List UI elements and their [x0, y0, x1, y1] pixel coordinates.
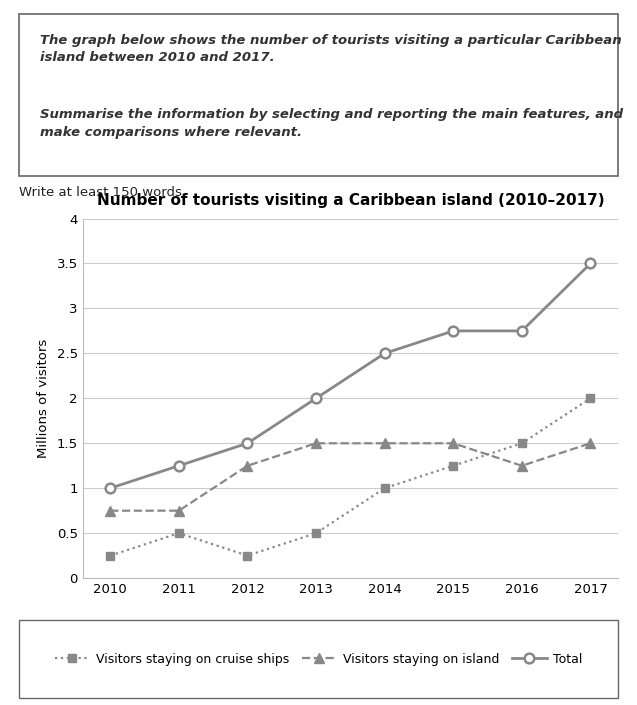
Legend: Visitors staying on cruise ships, Visitors staying on island, Total: Visitors staying on cruise ships, Visito… [50, 648, 587, 670]
FancyBboxPatch shape [19, 620, 618, 698]
Y-axis label: Millions of visitors: Millions of visitors [37, 338, 50, 458]
Text: Summarise the information by selecting and reporting the main features, and
make: Summarise the information by selecting a… [40, 108, 623, 139]
FancyBboxPatch shape [19, 14, 618, 176]
Text: Write at least 150 words.: Write at least 150 words. [19, 185, 186, 199]
Text: The graph below shows the number of tourists visiting a particular Caribbean
isl: The graph below shows the number of tour… [40, 34, 622, 64]
Title: Number of tourists visiting a Caribbean island (2010–2017): Number of tourists visiting a Caribbean … [97, 192, 604, 208]
